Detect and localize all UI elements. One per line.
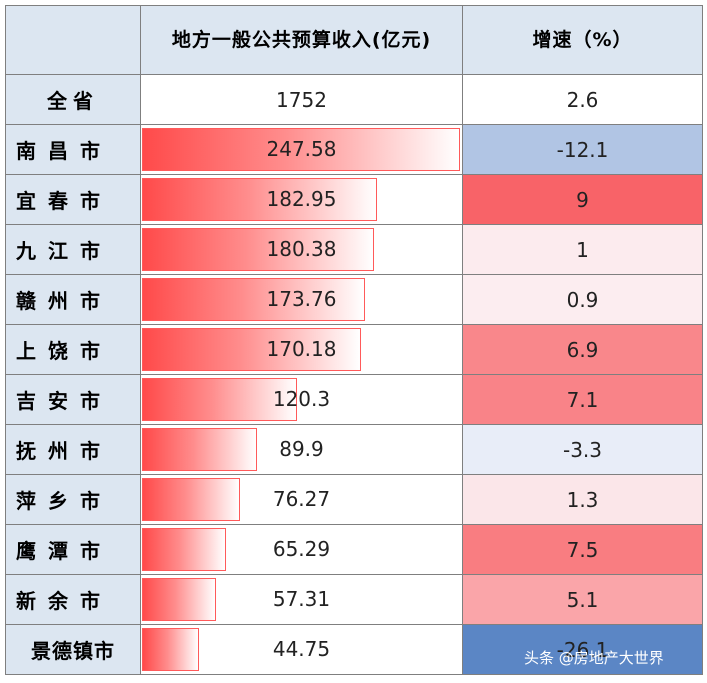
growth-value: -26.1 xyxy=(462,624,703,675)
revenue-value: 76.27 xyxy=(272,487,331,511)
revenue-cell: 173.76 xyxy=(140,274,463,325)
revenue-value: 120.3 xyxy=(272,387,331,411)
city-name: 景德镇市 xyxy=(5,624,141,675)
revenue-cell: 65.29 xyxy=(140,524,463,575)
revenue-bar xyxy=(142,528,226,571)
city-name: 九江市 xyxy=(5,224,141,275)
city-name: 吉安市 xyxy=(5,374,141,425)
city-name: 宜春市 xyxy=(5,174,141,225)
revenue-value: 89.9 xyxy=(279,437,324,461)
revenue-cell: 247.58 xyxy=(140,124,463,175)
city-name: 抚州市 xyxy=(5,424,141,475)
table-row: 宜春市 182.95 9 xyxy=(5,174,703,225)
city-name: 新余市 xyxy=(5,574,141,625)
table-row: 抚州市 89.9 -3.3 xyxy=(5,424,703,475)
city-name: 上饶市 xyxy=(5,324,141,375)
watermark-text: 头条 @房地产大世界 xyxy=(524,649,664,667)
revenue-cell: 44.75 xyxy=(140,624,463,675)
revenue-bar xyxy=(142,178,377,221)
growth-value: 7.1 xyxy=(462,374,703,425)
table-row: 萍乡市 76.27 1.3 xyxy=(5,474,703,525)
city-name: 鹰潭市 xyxy=(5,524,141,575)
revenue-bar xyxy=(142,628,199,671)
table-row: 上饶市 170.18 6.9 xyxy=(5,324,703,375)
revenue-cell: 180.38 xyxy=(140,224,463,275)
growth-value: 0.9 xyxy=(462,274,703,325)
revenue-value: 173.76 xyxy=(266,287,337,311)
revenue-bar xyxy=(142,278,365,321)
growth-value: -3.3 xyxy=(462,424,703,475)
growth-value: 7.5 xyxy=(462,524,703,575)
revenue-value: 65.29 xyxy=(272,537,331,561)
growth-value: 9 xyxy=(462,174,703,225)
table-row: 景德镇市 44.75 -26.1 xyxy=(5,624,703,675)
header-growth: 增速（%） xyxy=(462,5,703,75)
revenue-value: 44.75 xyxy=(272,637,331,661)
table-row: 鹰潭市 65.29 7.5 xyxy=(5,524,703,575)
total-revenue: 1752 xyxy=(140,74,463,125)
revenue-bar xyxy=(142,378,297,421)
total-label: 全省 xyxy=(5,74,141,125)
revenue-value: 57.31 xyxy=(272,587,331,611)
header-revenue: 地方一般公共预算收入(亿元) xyxy=(140,5,463,75)
city-name: 南昌市 xyxy=(5,124,141,175)
total-growth: 2.6 xyxy=(462,74,703,125)
header-row: 地方一般公共预算收入(亿元) 增速（%） xyxy=(5,5,703,75)
growth-value: 1.3 xyxy=(462,474,703,525)
revenue-value: 170.18 xyxy=(266,337,337,361)
header-city xyxy=(5,5,141,75)
growth-value: 5.1 xyxy=(462,574,703,625)
revenue-bar xyxy=(142,578,216,621)
revenue-bar xyxy=(142,128,460,171)
revenue-cell: 76.27 xyxy=(140,474,463,525)
budget-revenue-table: 地方一般公共预算收入(亿元) 增速（%） 全省 1752 2.6 南昌市 247.… xyxy=(5,5,703,675)
table-row: 南昌市 247.58 -12.1 xyxy=(5,124,703,175)
revenue-bar xyxy=(142,428,257,471)
growth-value: 1 xyxy=(462,224,703,275)
city-name: 赣州市 xyxy=(5,274,141,325)
revenue-cell: 89.9 xyxy=(140,424,463,475)
table-row: 新余市 57.31 5.1 xyxy=(5,574,703,625)
revenue-value: 180.38 xyxy=(266,237,337,261)
revenue-value: 182.95 xyxy=(266,187,337,211)
revenue-bar xyxy=(142,328,361,371)
revenue-cell: 120.3 xyxy=(140,374,463,425)
table-row: 九江市 180.38 1 xyxy=(5,224,703,275)
revenue-cell: 57.31 xyxy=(140,574,463,625)
revenue-value: 247.58 xyxy=(266,137,337,161)
table-row: 赣州市 173.76 0.9 xyxy=(5,274,703,325)
revenue-bar xyxy=(142,228,374,271)
city-name: 萍乡市 xyxy=(5,474,141,525)
revenue-bar xyxy=(142,478,240,521)
total-row: 全省 1752 2.6 xyxy=(5,74,703,125)
growth-value: -12.1 xyxy=(462,124,703,175)
table-row: 吉安市 120.3 7.1 xyxy=(5,374,703,425)
revenue-cell: 182.95 xyxy=(140,174,463,225)
revenue-cell: 170.18 xyxy=(140,324,463,375)
growth-value: 6.9 xyxy=(462,324,703,375)
